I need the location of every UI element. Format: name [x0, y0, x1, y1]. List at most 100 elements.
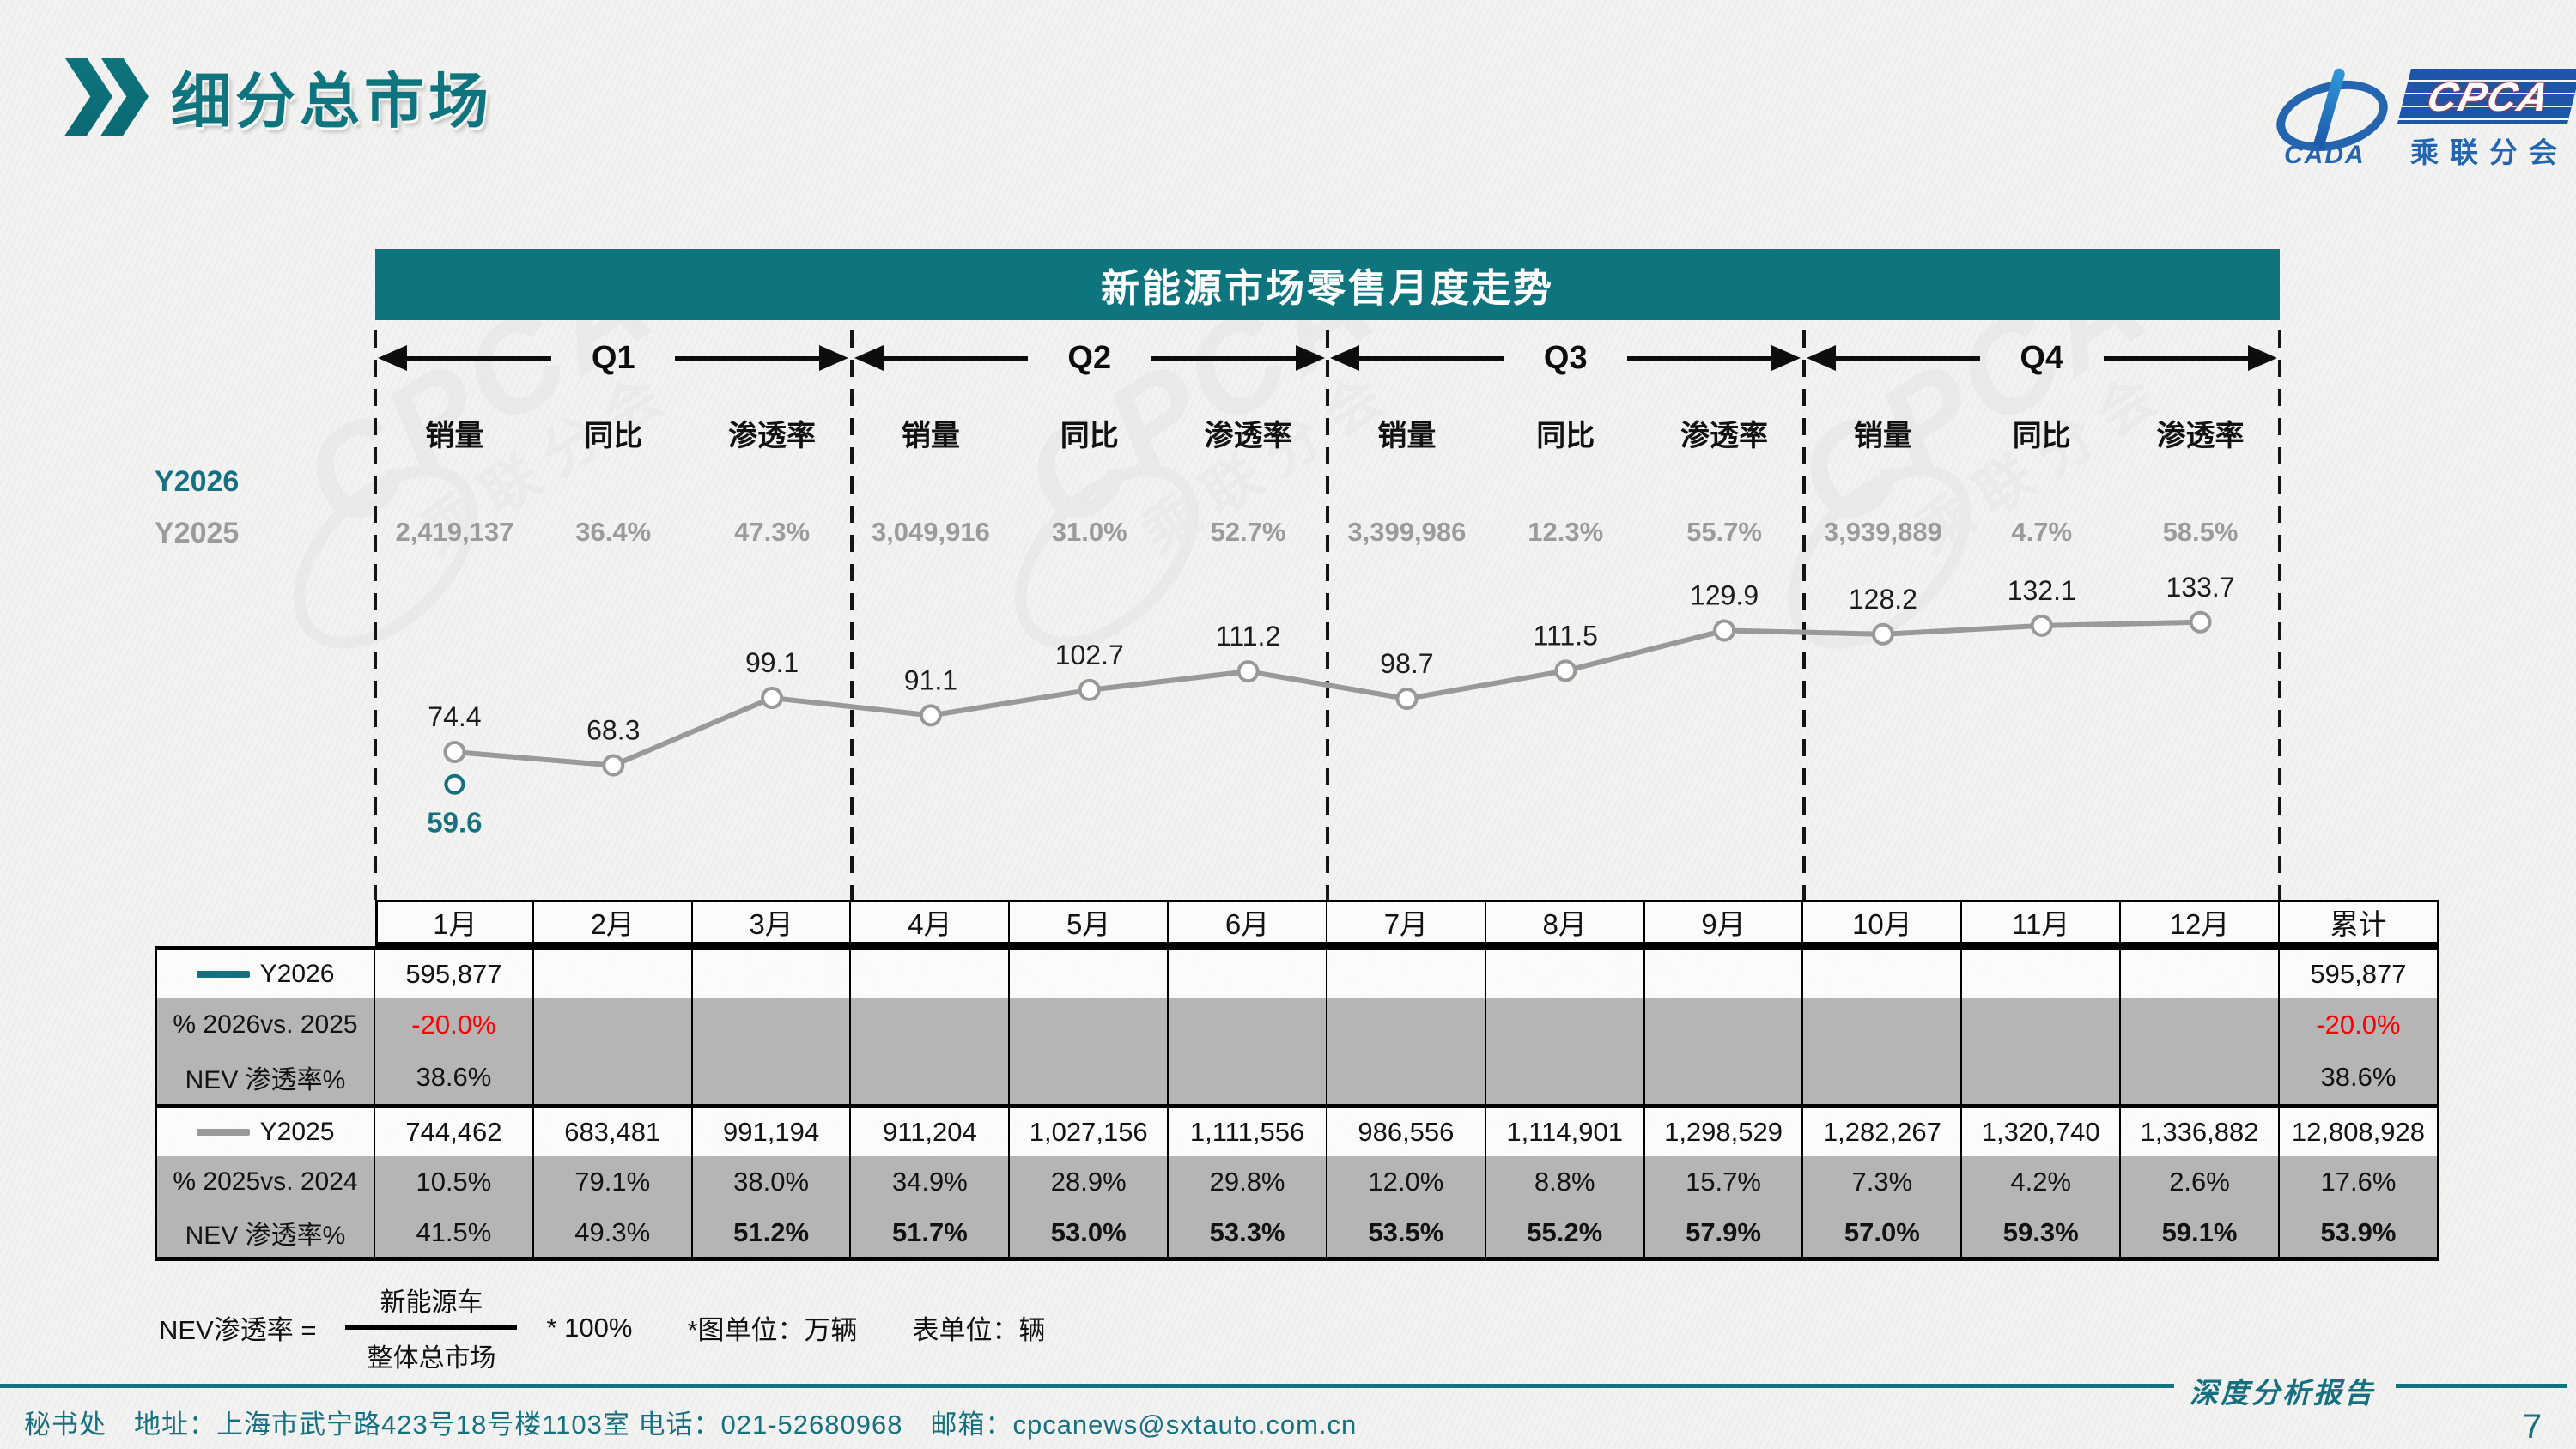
- table-month-header: 10月: [1803, 900, 1963, 946]
- right-arrow-icon: [675, 345, 849, 371]
- table-cell: 1,027,156: [1010, 1103, 1170, 1156]
- table-cell: [533, 1051, 693, 1104]
- table-cell: [1485, 998, 1645, 1052]
- table-cell: 986,556: [1327, 1103, 1486, 1156]
- summary-value: 52.7%: [1210, 517, 1286, 547]
- chart-unit-note: *图单位：万辆: [687, 1315, 858, 1345]
- left-arrow-icon: [1330, 345, 1504, 371]
- table-month-header: 12月: [2121, 900, 2280, 946]
- quarter-row: Q1 Q2 Q3 Q4: [375, 337, 2280, 379]
- watermark-ellipse-icon: [1753, 430, 2007, 683]
- footer-rule-left: [0, 1384, 2174, 1388]
- table-cell: [851, 1051, 1011, 1104]
- table-month-header: 8月: [1485, 900, 1645, 946]
- summary-value: 36.4%: [575, 517, 652, 547]
- formula-numerator: 新能源车: [345, 1281, 518, 1330]
- table-cell: 683,481: [533, 1103, 693, 1156]
- table-cell: [692, 946, 852, 999]
- summary-value: 31.0%: [1051, 517, 1127, 547]
- table-cell: [1010, 1051, 1170, 1104]
- table-cell: 59.3%: [1962, 1208, 2122, 1262]
- table-cell: [1485, 946, 1645, 999]
- table-corner-cell: [155, 900, 375, 946]
- footer-contact: 秘书处 地址：上海市武宁路423号18号楼1103室 电话：021-526809…: [24, 1410, 1358, 1440]
- table-row-label: Y2026: [155, 946, 375, 999]
- table-cell: [2121, 998, 2280, 1052]
- table-month-header: 5月: [1010, 900, 1170, 946]
- table-cell: 34.9%: [851, 1155, 1011, 1209]
- dashed-separator: [374, 330, 377, 900]
- formula-multiplier: * 100%: [546, 1312, 633, 1343]
- chevron-icon: [64, 57, 112, 136]
- table-cell: [1327, 998, 1486, 1052]
- table-cell: 1,336,882: [2121, 1103, 2280, 1156]
- cpca-banner: CPCA: [2397, 69, 2576, 124]
- table-cell: [851, 998, 1011, 1052]
- table-cell: [1644, 946, 1804, 999]
- series-label-y2025: Y2025: [155, 517, 240, 549]
- table-cell: 991,194: [692, 1103, 852, 1156]
- table-cell: 8.8%: [1485, 1155, 1645, 1209]
- quarter-span-q3: Q3: [1327, 337, 1804, 379]
- table-cell: 79.1%: [533, 1155, 693, 1209]
- summary-value: 3,049,916: [871, 517, 990, 547]
- table-cell: 911,204: [851, 1103, 1011, 1156]
- quarter-label: Q2: [1067, 339, 1112, 376]
- table-cell: 38.6%: [375, 1051, 534, 1104]
- page-number: 7: [2523, 1408, 2543, 1446]
- table-cell: 1,114,901: [1485, 1103, 1645, 1156]
- table-cell: 38.0%: [692, 1155, 852, 1209]
- table-cell: 12.0%: [1327, 1155, 1486, 1209]
- series-legend-key: [196, 1128, 250, 1136]
- table-cell: -20.0%: [2279, 998, 2439, 1052]
- left-arrow-icon: [854, 345, 1028, 371]
- table-cell: 29.8%: [1169, 1155, 1327, 1209]
- table-cell: [2121, 946, 2280, 999]
- dashed-separator: [1801, 330, 1806, 900]
- summary-col-header: 同比: [1060, 420, 1119, 452]
- chart-title-bar: 新能源市场零售月度走势: [375, 249, 2280, 320]
- summary-value: 3,939,889: [1823, 517, 1942, 547]
- left-arrow-icon: [1806, 345, 1980, 371]
- table-row-label: NEV 渗透率%: [155, 1051, 375, 1104]
- summary-value: 47.3%: [734, 517, 811, 547]
- summary-col-header: 销量: [1377, 420, 1437, 452]
- chart-title: 新能源市场零售月度走势: [1100, 266, 1554, 310]
- table-cell: 17.6%: [2279, 1155, 2439, 1209]
- table-cell: [1485, 1051, 1645, 1104]
- table-month-header: 6月: [1169, 900, 1327, 946]
- summary-col-header: 同比: [2012, 420, 2071, 452]
- summary-col-header: 渗透率: [1204, 420, 1292, 452]
- table-cell: [1169, 1051, 1327, 1104]
- dashed-separator: [2278, 330, 2281, 900]
- summary-header-row: 销量 同比 渗透率 销量 同比 渗透率 销量 同比 渗透率 销量 同比 渗透率: [375, 412, 2280, 454]
- monthly-data-table: 1月 2月 3月 4月 5月 6月 7月 8月 9月 10月 11月 12月 累计 Y2026 595,87…: [155, 900, 2439, 1262]
- table-month-header: 累计: [2279, 900, 2439, 946]
- table-cell: 1,282,267: [1803, 1103, 1963, 1156]
- table-cell: 12,808,928: [2279, 1103, 2439, 1156]
- table-month-header: 1月: [375, 900, 534, 946]
- table-cell: 53.5%: [1327, 1208, 1486, 1262]
- table-cell: [1169, 946, 1327, 999]
- table-month-header: 3月: [692, 900, 852, 946]
- summary-col-header: 销量: [1853, 420, 1912, 452]
- cpca-logo: CADA CPCA 乘联分会: [2269, 67, 2576, 171]
- cada-wordmark: CADA: [2284, 141, 2366, 169]
- table-cell: [851, 946, 1011, 999]
- table-cell: [1803, 946, 1963, 999]
- table-cell: [1010, 998, 1170, 1052]
- report-type-label: 深度分析报告: [2190, 1376, 2375, 1410]
- table-month-header: 2月: [533, 900, 693, 946]
- table-cell: 1,298,529: [1644, 1103, 1804, 1156]
- cpca-wordmark: CPCA: [2422, 73, 2556, 119]
- summary-value: 2,419,137: [395, 517, 514, 547]
- quarter-span-q4: Q4: [1804, 337, 2281, 379]
- penetration-formula: NEV渗透率 = 新能源车 整体总市场 * 100% *图单位：万辆 表单位：辆: [159, 1281, 1046, 1374]
- summary-value: 55.7%: [1686, 517, 1762, 547]
- quarter-label: Q1: [591, 339, 635, 376]
- table-cell: 7.3%: [1803, 1155, 1963, 1209]
- table-row-label: NEV 渗透率%: [155, 1208, 375, 1262]
- table-cell: 595,877: [2279, 946, 2439, 999]
- table-cell: 53.9%: [2279, 1208, 2439, 1262]
- table-cell: [692, 1051, 852, 1104]
